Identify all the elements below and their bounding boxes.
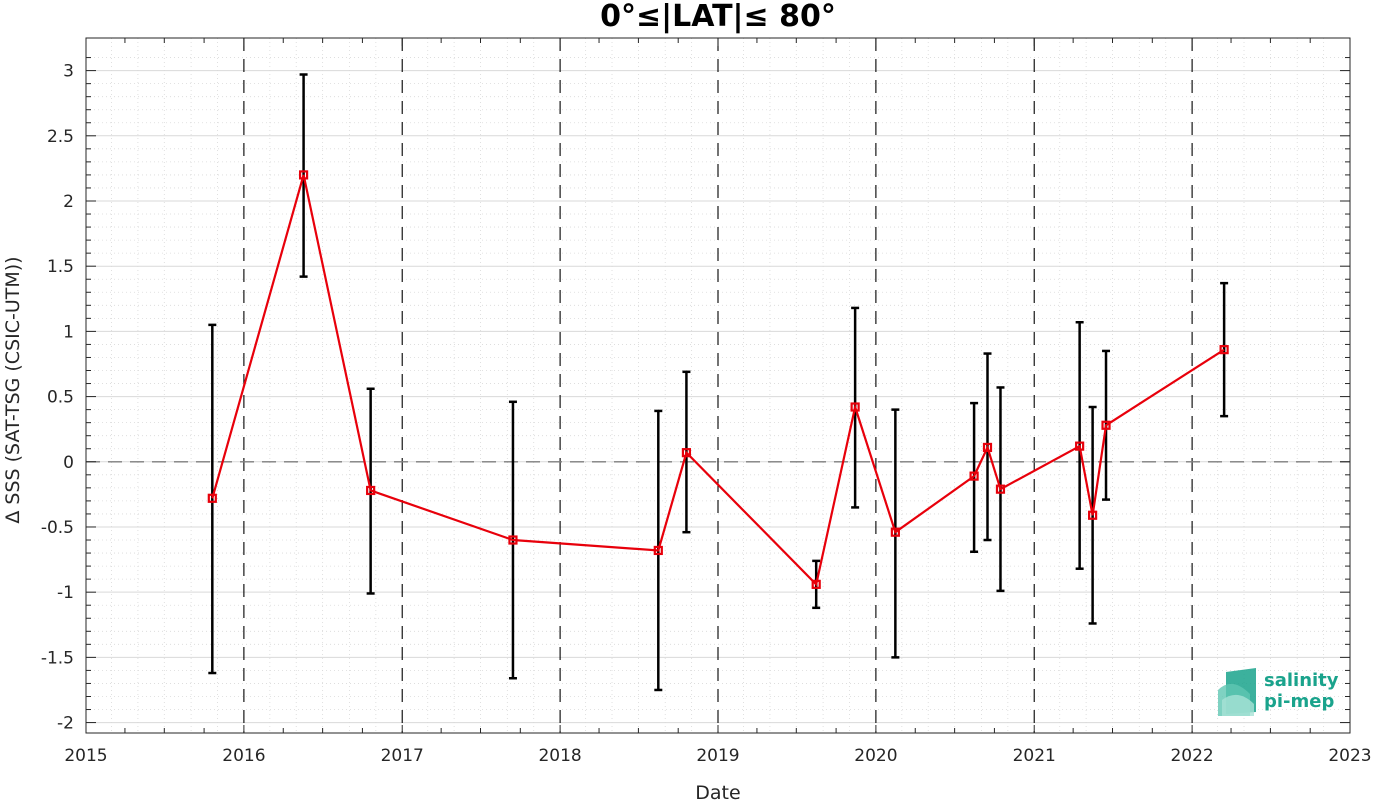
data-point-marker [811, 579, 821, 589]
x-tick-label: 2016 [222, 746, 265, 766]
x-tick-label: 2017 [381, 746, 424, 766]
data-point-marker [508, 535, 518, 545]
y-tick-label: 0.5 [47, 388, 74, 408]
x-tick-label: 2023 [1328, 746, 1371, 766]
x-tick-labels: 2015 2016 2017 2018 2019 2020 2021 2022 2023 [64, 746, 1371, 766]
x-tick-label: 2020 [854, 746, 897, 766]
data-point-marker [850, 402, 860, 412]
logo-line2: pi-mep [1264, 691, 1334, 712]
y-tick-labels: -2 -1.5 -1 -0.5 0 0.5 1 1.5 2 2.5 3 [41, 62, 74, 734]
series-line [211, 174, 1225, 587]
data-point-marker [995, 484, 1006, 494]
y-axis-label: Δ SSS (SAT-TSG (CSIC-UTM)) [2, 256, 24, 523]
data-point-marker [653, 545, 663, 556]
data-point-marker [890, 527, 900, 537]
salinity-pi-mep-logo: salinity pi-mep [1218, 668, 1339, 716]
data-point-marker [1101, 420, 1111, 430]
data-point-marker [207, 493, 217, 503]
y-tick-label: -1 [57, 583, 74, 603]
year-dividers [243, 38, 1193, 733]
y-tick-label: -0.5 [41, 518, 74, 538]
data-point-marker [1219, 345, 1229, 355]
y-tick-label: 3 [63, 62, 74, 82]
y-tick-label: 2 [63, 192, 74, 212]
y-tick-label: 2.5 [47, 127, 74, 147]
x-tick-label: 2019 [696, 746, 739, 766]
y-tick-label: 1.5 [47, 257, 74, 277]
data-point-marker [681, 448, 692, 458]
data-point-marker [969, 471, 979, 481]
y-tick-label: -2 [57, 714, 74, 734]
x-tick-label: 2022 [1170, 746, 1213, 766]
x-axis-label: Date [695, 782, 740, 801]
data-point-marker [1075, 441, 1085, 451]
series-markers [207, 170, 1229, 589]
x-tick-label: 2018 [538, 746, 581, 766]
logo-line1: salinity [1264, 670, 1339, 691]
x-tick-label: 2015 [64, 746, 107, 766]
y-tick-label: 0 [63, 453, 74, 473]
x-tick-label: 2021 [1013, 746, 1056, 766]
y-tick-label: -1.5 [41, 648, 74, 668]
data-point-marker [982, 442, 993, 453]
data-point-marker [366, 485, 376, 496]
axis-ticks [85, 38, 1351, 733]
wave-logo-icon [1218, 668, 1256, 716]
data-point-marker [298, 170, 309, 180]
chart-title: 0°≤|LAT|≤ 80° [600, 0, 836, 34]
y-tick-label: 1 [63, 322, 74, 342]
data-point-marker [1088, 510, 1098, 520]
